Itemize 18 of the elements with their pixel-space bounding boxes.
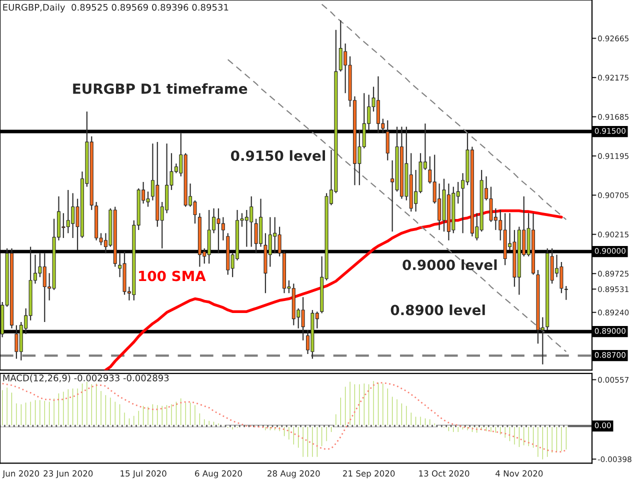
- annotation: 0.9000 level: [402, 259, 497, 270]
- x-tick-label: 28 Aug 2020: [268, 470, 320, 478]
- candlestick: [564, 286, 568, 300]
- x-tick-label: Jun 2020: [2, 470, 40, 478]
- annotation: EURGBP D1 timeframe: [73, 83, 248, 94]
- x-tick-label: 13 Oct 2020: [419, 470, 470, 477]
- x-tick-label: 15 Jul 2020: [120, 470, 166, 478]
- chart-title: MACD(12,26,9) -0.002933 -0.002893: [3, 374, 169, 382]
- x-tick-label: 4 Nov 2020: [496, 470, 543, 477]
- chart-title: EURGBP,Daily 0.89525 0.89569 0.89396 0.89531: [3, 4, 228, 12]
- candlestick: [386, 120, 390, 161]
- line-series: [2, 382, 567, 452]
- annotation: 0.9150 level: [230, 150, 325, 161]
- x-tick-label: 23 Jun 2020: [44, 470, 93, 478]
- x-tick-label: 21 Sep 2020: [343, 470, 395, 478]
- x-tick-label: 6 Aug 2020: [195, 470, 242, 478]
- annotation: 0.8900 level: [390, 304, 485, 316]
- series-label: 100 SMA: [139, 270, 206, 282]
